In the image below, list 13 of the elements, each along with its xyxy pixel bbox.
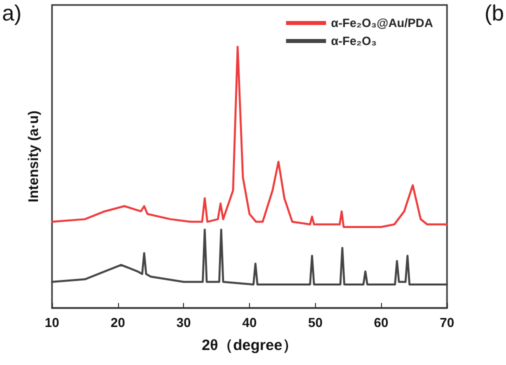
x-tick-label: 10 <box>44 315 60 330</box>
x-tick-label: 60 <box>374 315 388 330</box>
x-tick-label: 50 <box>308 315 323 330</box>
legend-label: α-Fe₂O₃@Au/PDA <box>331 16 434 30</box>
x-tick-label: 20 <box>110 315 126 330</box>
legend-label: α-Fe₂O₃ <box>331 34 377 48</box>
y-axis-title: Intensity (a·u) <box>25 110 41 202</box>
x-axis-title: 2θ（degree） <box>202 337 298 354</box>
x-tick-label: 70 <box>440 315 454 330</box>
text: (b <box>484 0 504 26</box>
x-tick-label: 40 <box>242 315 257 330</box>
text: a) <box>2 0 22 26</box>
x-tick-label: 30 <box>176 315 191 330</box>
